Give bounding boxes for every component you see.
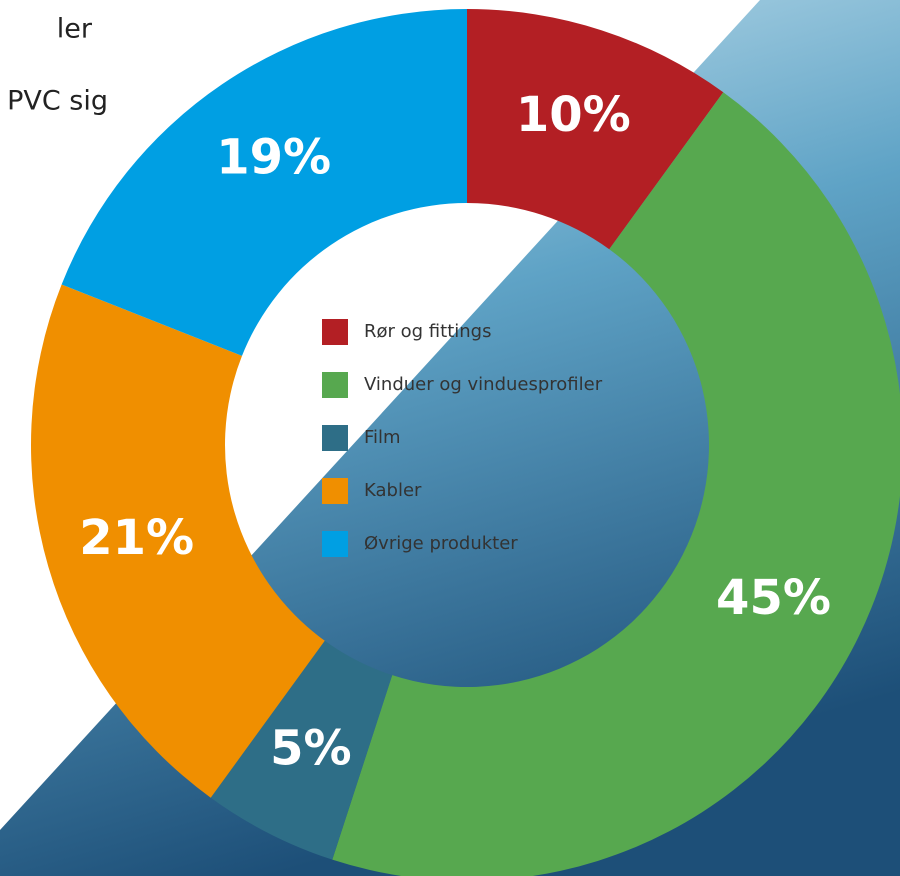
text-fragment: ler (57, 14, 93, 45)
legend-label: Rør og fittings (364, 321, 491, 342)
legend-label: Kabler (364, 480, 422, 501)
slice (210, 640, 393, 860)
legend-swatch (322, 319, 348, 345)
value-label: 5% (270, 721, 352, 777)
slice (31, 284, 325, 798)
legend-swatch (322, 478, 348, 504)
value-label: 19% (216, 129, 331, 185)
legend-label: Film (364, 427, 401, 448)
value-label: 21% (79, 510, 194, 566)
slices (31, 9, 900, 876)
labels: 10% 45% 5% 21% 19% (79, 87, 831, 777)
legend-swatch (322, 425, 348, 451)
slice (467, 9, 724, 250)
text-fragment: PVC sig (7, 86, 108, 117)
legend-swatch (322, 372, 348, 398)
legend: Rør og fittings Vinduer og vinduesprofile… (322, 319, 603, 557)
value-label: 10% (516, 87, 631, 143)
legend-label: Øvrige produkter (364, 533, 518, 554)
legend-swatch (322, 531, 348, 557)
value-label: 45% (716, 570, 831, 626)
slice (61, 9, 467, 356)
legend-label: Vinduer og vinduesprofiler (364, 374, 603, 395)
slice (332, 92, 900, 876)
